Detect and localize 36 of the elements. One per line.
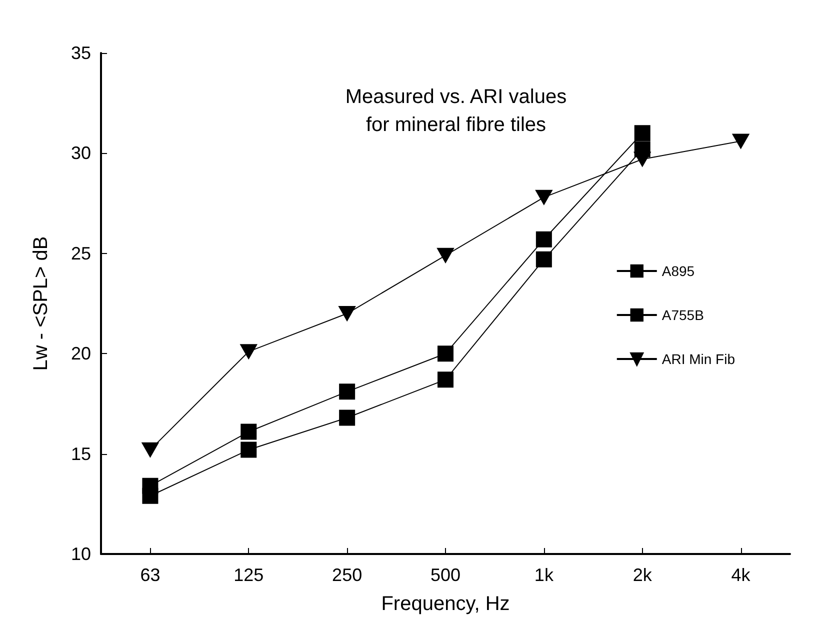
x-axis-title: Frequency, Hz — [381, 593, 510, 615]
legend-label: A895 — [662, 263, 695, 279]
x-tick-label: 2k — [632, 565, 653, 585]
x-tick-label: 1k — [534, 565, 554, 585]
y-axis-title: Lw - <SPL> dB — [30, 236, 52, 371]
legend-label: A755B — [662, 307, 704, 323]
legend-label: ARI Min Fib — [662, 351, 736, 367]
point — [634, 125, 650, 142]
y-tick-label: 15 — [70, 444, 91, 464]
point — [536, 251, 552, 268]
y-tick-label: 25 — [70, 243, 91, 264]
point — [240, 442, 257, 458]
text: Measured vs. ARI values for mineral fibre tiles — [345, 86, 567, 136]
point — [240, 344, 258, 360]
x-tick-label: 125 — [234, 565, 264, 585]
y-tick-label: 20 — [70, 344, 91, 364]
point — [339, 410, 356, 426]
point — [535, 190, 552, 205]
point — [437, 248, 454, 263]
point — [536, 231, 552, 248]
x-tick-label: 63 — [140, 565, 160, 585]
point — [438, 372, 454, 388]
point — [732, 134, 750, 149]
x-tick-label: 4k — [731, 565, 752, 585]
point — [338, 306, 356, 322]
point — [240, 424, 257, 440]
point — [339, 384, 356, 400]
y-tick-label: 35 — [70, 43, 91, 63]
x-tick-label: 500 — [430, 565, 461, 585]
point — [634, 152, 651, 167]
y-tick-label: 10 — [70, 544, 91, 564]
point — [142, 488, 158, 504]
point — [142, 442, 159, 458]
y-tick-label: 30 — [70, 143, 91, 164]
point — [438, 346, 454, 362]
x-tick-label: 250 — [332, 565, 362, 585]
